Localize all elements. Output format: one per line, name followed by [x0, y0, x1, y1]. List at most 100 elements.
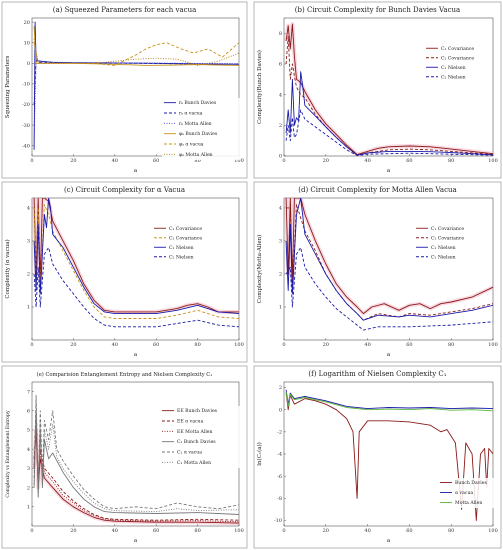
legend-label: C₂ Covariance — [169, 235, 202, 241]
legend-label: C₁ Covariance — [169, 226, 202, 232]
x-tick-label: 40 — [112, 342, 118, 348]
x-axis-label: a — [134, 352, 138, 358]
series-group — [32, 394, 239, 526]
plot-area — [283, 197, 494, 341]
panel-e: (e) Comparision Entanglement Entropy and… — [1, 365, 248, 549]
series-line-2 — [285, 391, 493, 412]
y-axis-label: Squeezing Parameters — [5, 55, 11, 118]
legend-label: C₂ Nielsen — [431, 254, 456, 260]
y-tick-label: 8 — [279, 31, 282, 37]
x-tick-label: 20 — [323, 158, 329, 164]
x-tick-label: 100 — [234, 528, 244, 534]
legend-label: C₁ Covariance — [441, 46, 474, 52]
panel-title: (a) Squeezed Parameters for each vacua — [53, 6, 197, 14]
legend-box — [414, 224, 490, 262]
x-tick-label: 40 — [112, 158, 118, 164]
y-tick-label: -30 — [22, 123, 30, 129]
panel-title: (e) Comparision Entanglement Entropy and… — [37, 371, 213, 378]
y-tick-label: 1 — [27, 505, 30, 511]
x-tick-label: 80 — [448, 342, 454, 348]
panel-title: (b) Circuit Complexity for Bunch Davies … — [295, 6, 460, 14]
series-group — [33, 21, 239, 150]
x-tick-label: 80 — [194, 342, 200, 348]
legend-box — [152, 224, 230, 262]
x-tick-label: 60 — [406, 342, 412, 348]
x-tick-label: 40 — [112, 528, 118, 534]
legend-label: EE Motta Allen — [177, 429, 213, 435]
x-tick-label: 40 — [364, 528, 370, 534]
legend: rₖ Bunch Davies rₖ α vacua rₖ Motta Allen φ… — [162, 98, 240, 160]
panel-title: (c) Circuit Complexity for α Vacua — [64, 186, 185, 194]
y-tick-label: 1 — [279, 305, 282, 311]
x-tick-label: 0 — [30, 342, 33, 348]
y-tick-label: 0 — [279, 407, 282, 413]
x-tick-label: 20 — [70, 158, 76, 164]
legend-label: C₁ Nielsen — [431, 245, 456, 251]
y-axis-label: ln(C₁(a)) — [256, 442, 263, 466]
y-tick-label: 4 — [27, 447, 30, 453]
legend-label: Bunch Davies — [455, 480, 487, 486]
x-tick-label: 80 — [448, 158, 454, 164]
y-tick-label: -4 — [277, 452, 282, 458]
series-line-1 — [33, 58, 239, 105]
x-axis-label: a — [134, 168, 138, 174]
y-tick-label: 4 — [279, 206, 282, 212]
y-axis-label: Complexity(Motta-Allen) — [256, 235, 263, 304]
y-tick-label: 7 — [27, 389, 30, 395]
legend-label: C₁ α vacua — [177, 450, 202, 456]
y-axis-label: Complexity (α vacua) — [4, 239, 11, 298]
x-tick-label: 60 — [153, 528, 159, 534]
legend-box — [424, 44, 492, 82]
series-line-0 — [285, 23, 493, 155]
y-tick-label: 0 — [279, 154, 282, 160]
x-tick-label: 60 — [153, 158, 159, 164]
y-tick-label: 6 — [279, 62, 282, 68]
series-line-5 — [33, 400, 239, 513]
y-tick-label: 5 — [27, 428, 30, 434]
x-tick-label: 20 — [323, 342, 329, 348]
panel-c: (c) Circuit Complexity for α Vacua 0 20 40 6… — [1, 181, 248, 363]
x-axis-label: a — [387, 538, 391, 544]
y-tick-label: 0 — [27, 61, 30, 67]
x-tick-label: 0 — [30, 158, 33, 164]
x-axis-label: a — [134, 538, 138, 544]
legend-box — [438, 478, 494, 508]
x-tick-label: 0 — [282, 158, 285, 164]
legend-label: rₖ α vacua — [179, 112, 203, 117]
x-tick-label: 80 — [194, 158, 200, 164]
y-tick-label: 10 — [24, 40, 30, 46]
y-tick-label: -20 — [22, 102, 30, 108]
x-tick-label: 80 — [194, 528, 200, 534]
legend-label: φₖ Bunch Davies — [179, 131, 218, 137]
series-line-5 — [33, 38, 239, 66]
series-group — [32, 198, 239, 328]
y-tick-label: 2 — [279, 385, 282, 391]
series-group — [284, 22, 493, 156]
y-tick-label: 2 — [27, 485, 30, 491]
legend-label: C₂ Nielsen — [169, 254, 194, 260]
legend-label: C₁ Covariance — [431, 226, 464, 232]
x-tick-label: 40 — [364, 158, 370, 164]
x-tick-label: 20 — [70, 342, 76, 348]
y-axis-label: Complexity(Bunch Davies) — [256, 50, 263, 124]
y-tick-label: -2 — [277, 430, 282, 436]
legend-label: rₖ Bunch Davies — [179, 100, 217, 106]
legend-label: C₁ Nielsen — [441, 65, 466, 71]
series-line-2 — [285, 71, 493, 156]
y-tick-label: -8 — [277, 496, 282, 502]
y-tick-label: 2 — [279, 123, 282, 129]
y-tick-label: -10 — [22, 82, 30, 88]
y-tick-label: 20 — [24, 20, 30, 26]
x-tick-label: 80 — [448, 528, 454, 534]
y-tick-label: 4 — [279, 92, 282, 98]
y-tick-label: -40 — [22, 143, 30, 149]
x-tick-label: 20 — [323, 528, 329, 534]
legend-label: EE α vacua — [177, 419, 204, 425]
series-line-1 — [285, 389, 493, 410]
legend-label: φₖ α vacua — [179, 143, 204, 148]
y-tick-label: -6 — [277, 474, 282, 480]
y-tick-label: 4 — [27, 206, 30, 212]
legend: C₁ Covariance C₂ Covariance C₁ Nielsen C₂ N… — [424, 44, 492, 82]
x-tick-label: 0 — [30, 528, 33, 534]
